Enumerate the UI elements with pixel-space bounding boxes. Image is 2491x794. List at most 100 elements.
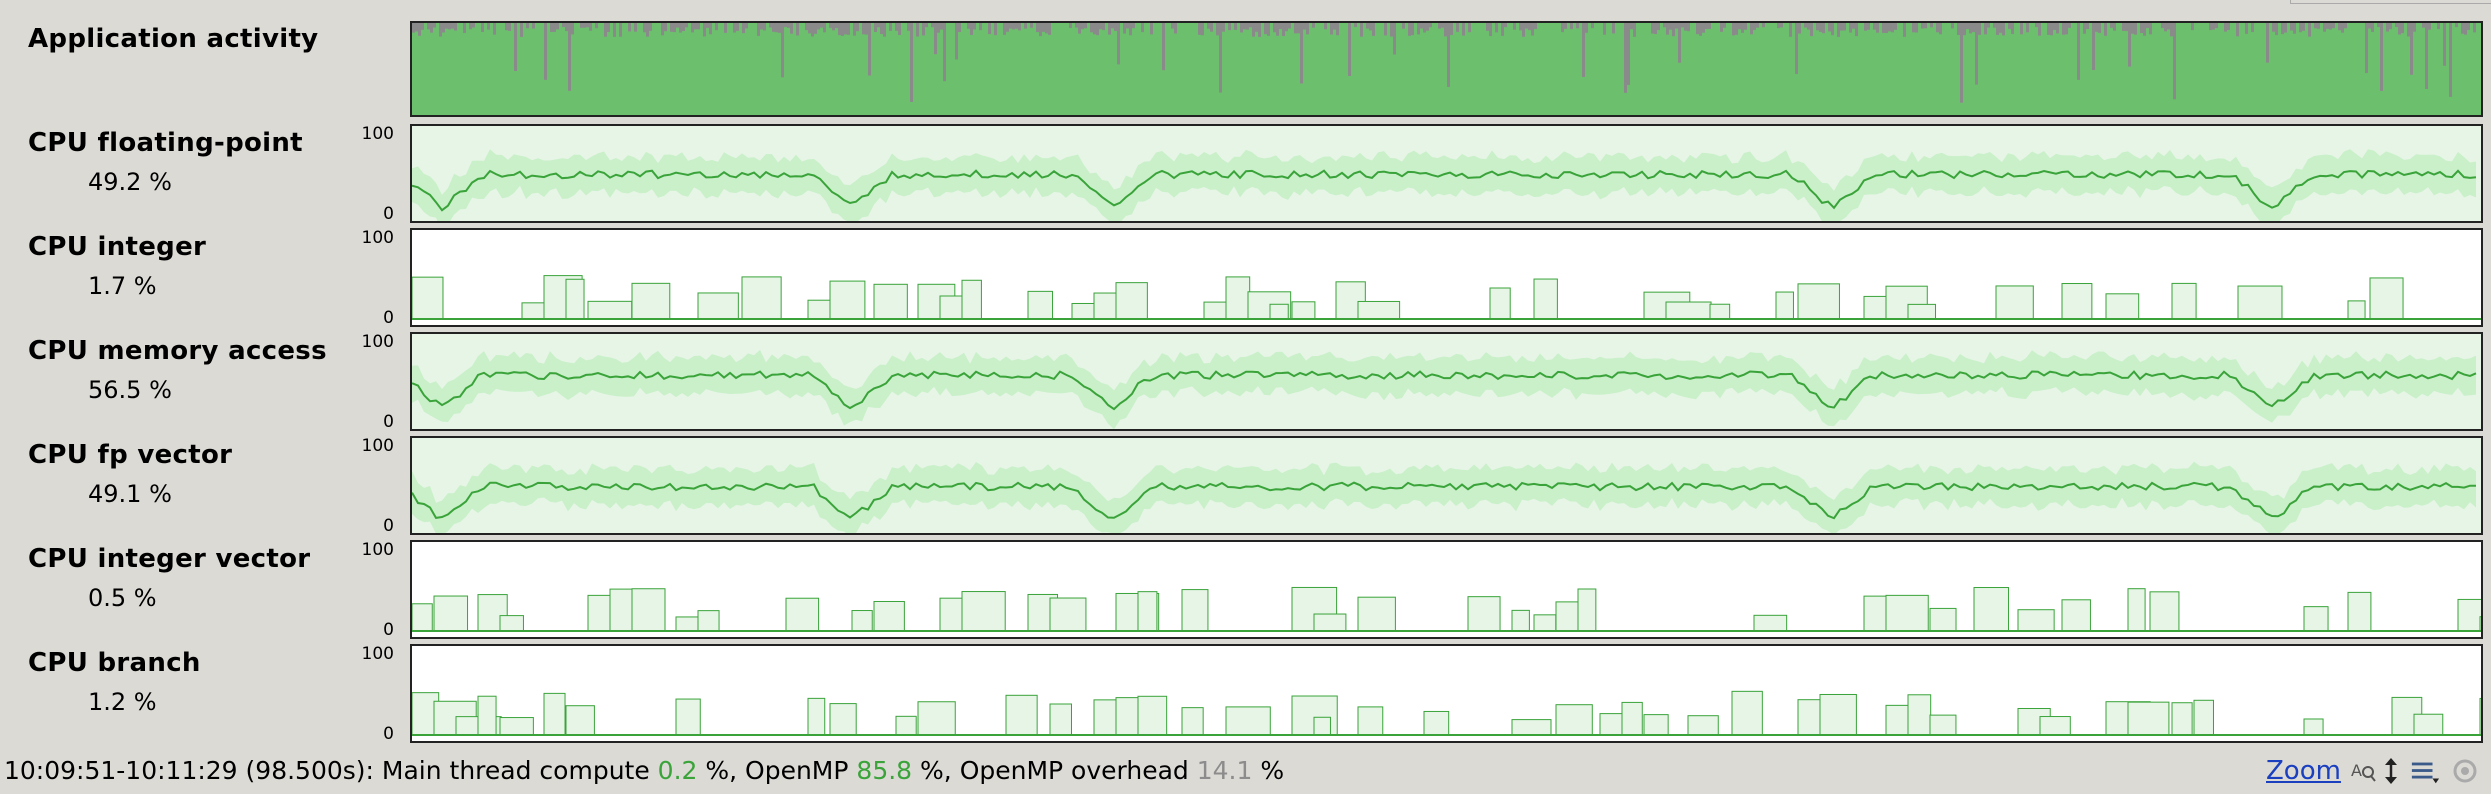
step-block bbox=[2149, 591, 2180, 632]
activity-gray-bar bbox=[955, 23, 958, 60]
application-activity-chart[interactable] bbox=[410, 21, 2483, 117]
step-block bbox=[1489, 287, 1511, 320]
activity-gray-bar bbox=[790, 23, 793, 34]
activity-gray-bar bbox=[1843, 23, 1846, 31]
activity-gray-bar bbox=[1780, 23, 1783, 28]
cpu-memory-access-graph bbox=[412, 334, 2481, 429]
vertical-resize-icon[interactable] bbox=[2376, 756, 2406, 786]
activity-gray-bar bbox=[487, 23, 490, 30]
activity-gray-bar bbox=[940, 23, 943, 30]
activity-gray-bar bbox=[1330, 23, 1333, 35]
activity-gray-bar bbox=[1174, 23, 1177, 34]
step-block bbox=[1797, 283, 1840, 320]
activity-gray-bar bbox=[1003, 23, 1006, 35]
activity-gray-bar bbox=[1957, 23, 1960, 35]
zoom-link[interactable]: Zoom bbox=[2266, 756, 2341, 786]
activity-gray-bar bbox=[2002, 23, 2005, 36]
activity-gray-bar bbox=[1921, 23, 1924, 29]
activity-gray-bar bbox=[835, 23, 838, 29]
activity-gray-bar bbox=[1984, 23, 1987, 35]
activity-gray-bar bbox=[1603, 23, 1606, 35]
activity-gray-bar bbox=[979, 23, 982, 31]
step-blocks bbox=[412, 690, 2481, 736]
activity-gray-bar bbox=[2410, 23, 2413, 75]
activity-gray-bar bbox=[811, 23, 814, 37]
step-block bbox=[1467, 596, 1501, 632]
zoom-text-icon[interactable]: A bbox=[2348, 756, 2378, 786]
activity-gray-bar bbox=[706, 23, 709, 28]
step-block bbox=[2127, 701, 2170, 736]
step-block bbox=[1357, 300, 1401, 320]
activity-gray-bar bbox=[1069, 23, 1072, 28]
activity-gray-bar bbox=[2443, 23, 2446, 66]
activity-gray-bar bbox=[1249, 23, 1252, 28]
activity-gray-bar bbox=[1630, 23, 1633, 30]
reset-icon[interactable] bbox=[2450, 756, 2480, 786]
activity-gray-bar bbox=[1129, 23, 1132, 36]
step-block bbox=[2127, 588, 2146, 632]
activity-gray-bar bbox=[844, 23, 847, 35]
activity-gray-bar bbox=[1207, 23, 1210, 29]
activity-gray-bar bbox=[2065, 23, 2068, 35]
activity-gray-bar bbox=[1246, 23, 1249, 30]
activity-gray-bar bbox=[1684, 23, 1687, 31]
step-block bbox=[631, 588, 666, 632]
cpu-integer-value: 1.7 % bbox=[88, 272, 157, 300]
cpu-floating-point-row: CPU floating-point 49.2 % 100 0 bbox=[0, 120, 2491, 224]
activity-gray-bar bbox=[664, 23, 667, 32]
activity-gray-bar bbox=[1915, 23, 1918, 33]
activity-gray-bar bbox=[1891, 23, 1894, 33]
activity-gray-bar bbox=[643, 23, 646, 33]
step-block bbox=[2347, 591, 2372, 632]
step-block bbox=[477, 695, 497, 736]
step-block bbox=[2171, 282, 2197, 320]
activity-gray-bar bbox=[646, 23, 649, 37]
activity-gray-bar bbox=[1864, 23, 1867, 31]
activity-gray-bar bbox=[1708, 23, 1711, 29]
activity-gray-bar bbox=[1681, 23, 1684, 28]
activity-gray-bar bbox=[1366, 23, 1369, 29]
activity-gray-bar bbox=[694, 23, 697, 30]
activity-gray-bar bbox=[1084, 23, 1087, 29]
activity-gray-bar bbox=[2095, 23, 2098, 32]
activity-gray-bar bbox=[676, 23, 679, 28]
activity-gray-bar bbox=[724, 23, 727, 33]
step-block bbox=[1885, 594, 1929, 632]
variance-band bbox=[412, 349, 2476, 429]
activity-gray-bar bbox=[2098, 23, 2101, 33]
activity-gray-bar bbox=[1411, 23, 1414, 36]
cpu-fp-vector-chart[interactable] bbox=[410, 436, 2483, 535]
activity-gray-bar bbox=[1966, 23, 1969, 30]
cpu-memory-access-chart[interactable] bbox=[410, 332, 2483, 431]
activity-gray-bar bbox=[2068, 23, 2071, 28]
activity-gray-bar bbox=[2395, 23, 2398, 28]
activity-gray-bar bbox=[550, 23, 553, 32]
activity-gray-bar bbox=[847, 23, 850, 35]
cpu-floating-point-chart[interactable] bbox=[410, 124, 2483, 223]
activity-gray-bar bbox=[673, 23, 676, 33]
activity-gray-bar bbox=[880, 23, 883, 35]
activity-gray-bar bbox=[553, 23, 556, 32]
activity-gray-bar bbox=[2170, 23, 2173, 37]
status-separator: %, OpenMP bbox=[705, 756, 849, 785]
activity-gray-bar bbox=[1402, 23, 1405, 29]
activity-gray-bar bbox=[829, 23, 832, 28]
cpu-integer-chart[interactable] bbox=[410, 228, 2483, 327]
activity-gray-bar bbox=[1042, 23, 1045, 32]
activity-gray-bar bbox=[1741, 23, 1744, 33]
activity-gray-bar bbox=[889, 23, 892, 31]
activity-gray-bar bbox=[613, 23, 616, 37]
step-block bbox=[741, 276, 782, 320]
activity-gray-bar bbox=[898, 23, 901, 35]
activity-gray-bar bbox=[787, 23, 790, 28]
activity-gray-bar bbox=[817, 23, 820, 30]
cpu-integer-vector-chart[interactable] bbox=[410, 540, 2483, 639]
activity-gray-bar bbox=[1273, 23, 1276, 33]
cpu-branch-graph bbox=[412, 690, 2481, 736]
cpu-branch-chart[interactable] bbox=[410, 644, 2483, 743]
activity-gray-bar bbox=[532, 23, 535, 29]
activity-gray-bar bbox=[1798, 23, 1801, 34]
step-block bbox=[1027, 290, 1053, 320]
activity-gray-bar bbox=[2086, 23, 2089, 30]
list-menu-icon[interactable] bbox=[2410, 756, 2440, 786]
